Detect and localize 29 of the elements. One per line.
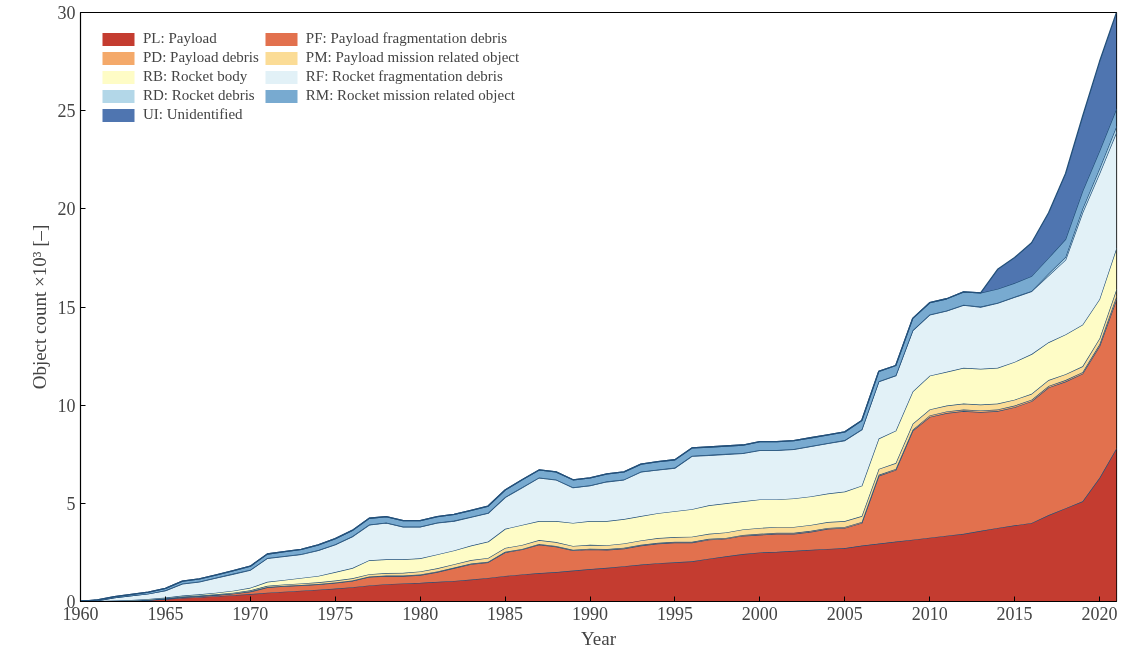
x-tick-label: 2000 bbox=[741, 603, 778, 624]
y-tick-label: 5 bbox=[66, 493, 76, 514]
x-tick-label: 2005 bbox=[826, 603, 863, 624]
y-tick-label: 10 bbox=[57, 395, 76, 416]
legend-label: RF: Rocket fragmentation debris bbox=[305, 68, 503, 85]
x-tick-label: 2010 bbox=[911, 603, 948, 624]
x-tick-label: 1985 bbox=[487, 603, 524, 624]
y-axis-title: Object count ×10³ [–] bbox=[28, 224, 50, 390]
legend-label: PM: Payload mission related object bbox=[305, 49, 520, 66]
y-tick-label: 15 bbox=[57, 297, 76, 318]
x-tick-label: 1990 bbox=[572, 603, 609, 624]
legend-label: UI: Unidentified bbox=[143, 106, 243, 123]
x-tick-label: 2020 bbox=[1081, 603, 1118, 624]
x-tick-label: 2015 bbox=[996, 603, 1033, 624]
x-tick-label: 1980 bbox=[402, 603, 439, 624]
legend-label: PD: Payload debris bbox=[143, 49, 259, 66]
legend-label: RB: Rocket body bbox=[143, 68, 248, 85]
x-axis-title: Year bbox=[580, 627, 617, 649]
legend-label: PF: Payload fragmentation debris bbox=[305, 30, 508, 47]
legend-label: RM: Rocket mission related object bbox=[305, 87, 515, 104]
y-tick-label: 20 bbox=[57, 199, 76, 220]
x-tick-label: 1975 bbox=[317, 603, 354, 624]
x-tick-label: 1965 bbox=[147, 603, 184, 624]
y-tick-label: 30 bbox=[57, 3, 76, 23]
y-tick-label: 25 bbox=[57, 101, 76, 122]
x-tick-label: 1995 bbox=[656, 603, 693, 624]
x-tick-label: 1970 bbox=[232, 603, 269, 624]
legend-label: RD: Rocket debris bbox=[143, 87, 255, 104]
legend-label: PL: Payload bbox=[143, 30, 217, 47]
